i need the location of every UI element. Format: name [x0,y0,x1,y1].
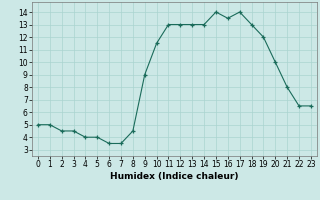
X-axis label: Humidex (Indice chaleur): Humidex (Indice chaleur) [110,172,239,181]
